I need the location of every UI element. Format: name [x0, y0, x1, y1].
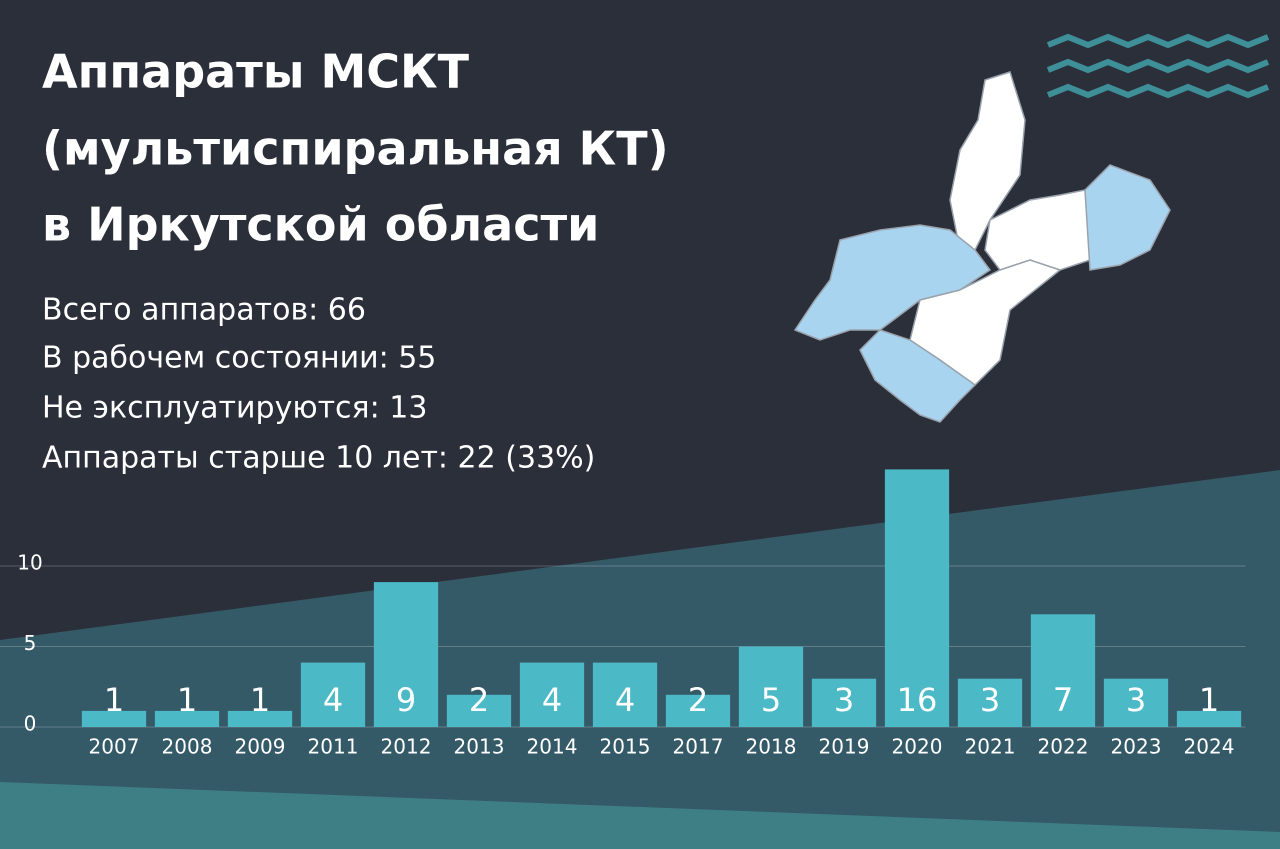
background-shape: [0, 470, 1280, 849]
y-tick-label: 0: [24, 712, 37, 736]
x-tick-label: 2022: [1038, 735, 1089, 759]
x-tick-label: 2021: [965, 735, 1016, 759]
bar: [373, 582, 439, 727]
bar: [811, 678, 877, 727]
value-label: 7: [1053, 681, 1073, 719]
x-tick-label: 2020: [892, 735, 943, 759]
x-tick-label: 2013: [454, 735, 505, 759]
title-line: Аппараты МСКТ: [42, 45, 470, 99]
value-label: 3: [1126, 681, 1146, 719]
stat-line: Аппараты старше 10 лет: 22 (33%): [42, 441, 595, 476]
bar: [1176, 710, 1242, 727]
stat-line: Всего аппаратов: 66: [42, 293, 366, 328]
value-label: 5: [761, 681, 781, 719]
x-tick-label: 2011: [308, 735, 359, 759]
value-label: 1: [104, 681, 124, 719]
region-map: [793, 71, 1171, 423]
stat-line: Не эксплуатируются: 13: [42, 391, 427, 426]
bar: [592, 662, 658, 727]
value-label: 9: [396, 681, 416, 719]
bar: [81, 710, 147, 727]
y-tick-label: 5: [24, 631, 37, 655]
x-tick-label: 2007: [89, 735, 140, 759]
value-label: 2: [688, 681, 708, 719]
value-label: 1: [177, 681, 197, 719]
bar: [300, 662, 366, 727]
value-label: 16: [897, 681, 938, 719]
bar: [519, 662, 585, 727]
title: Аппараты МСКТ (мультиспиральная КТ) в Ир…: [42, 45, 669, 252]
value-label: 1: [1199, 681, 1219, 719]
x-tick-label: 2023: [1111, 735, 1162, 759]
bar: [1030, 614, 1096, 727]
plot: 0 5 10 2007 1 2008 1 2009 1 2011 4 2012 9 2013 2 2014 4 2…: [0, 469, 1246, 759]
bar: [227, 710, 293, 727]
bar: [1103, 678, 1169, 727]
x-tick-label: 2012: [381, 735, 432, 759]
value-label: 1: [250, 681, 270, 719]
title-line: (мультиспиральная КТ): [42, 122, 669, 176]
stat-line: В рабочем состоянии: 55: [42, 341, 436, 376]
x-tick-label: 2017: [673, 735, 724, 759]
stats: Всего аппаратов: 66 В рабочем состоянии:…: [42, 293, 595, 476]
bar: [154, 710, 220, 727]
wave-decoration: [1046, 33, 1270, 99]
bar: [446, 694, 512, 727]
value-label: 4: [323, 681, 343, 719]
value-label: 3: [980, 681, 1000, 719]
title-line: в Иркутской области: [42, 198, 599, 252]
x-tick-label: 2014: [527, 735, 578, 759]
x-tick-label: 2024: [1184, 735, 1235, 759]
bar: [957, 678, 1023, 727]
x-tick-label: 2018: [746, 735, 797, 759]
background-strip: [0, 782, 1280, 849]
value-label: 4: [542, 681, 562, 719]
x-tick-label: 2015: [600, 735, 651, 759]
value-label: 2: [469, 681, 489, 719]
bar: [665, 694, 731, 727]
x-tick-label: 2009: [235, 735, 286, 759]
value-label: 4: [615, 681, 635, 719]
bar: [884, 469, 950, 727]
bar: [738, 646, 804, 727]
x-tick-label: 2019: [819, 735, 870, 759]
y-tick-label: 10: [17, 551, 42, 575]
value-label: 3: [834, 681, 854, 719]
x-tick-label: 2008: [162, 735, 213, 759]
